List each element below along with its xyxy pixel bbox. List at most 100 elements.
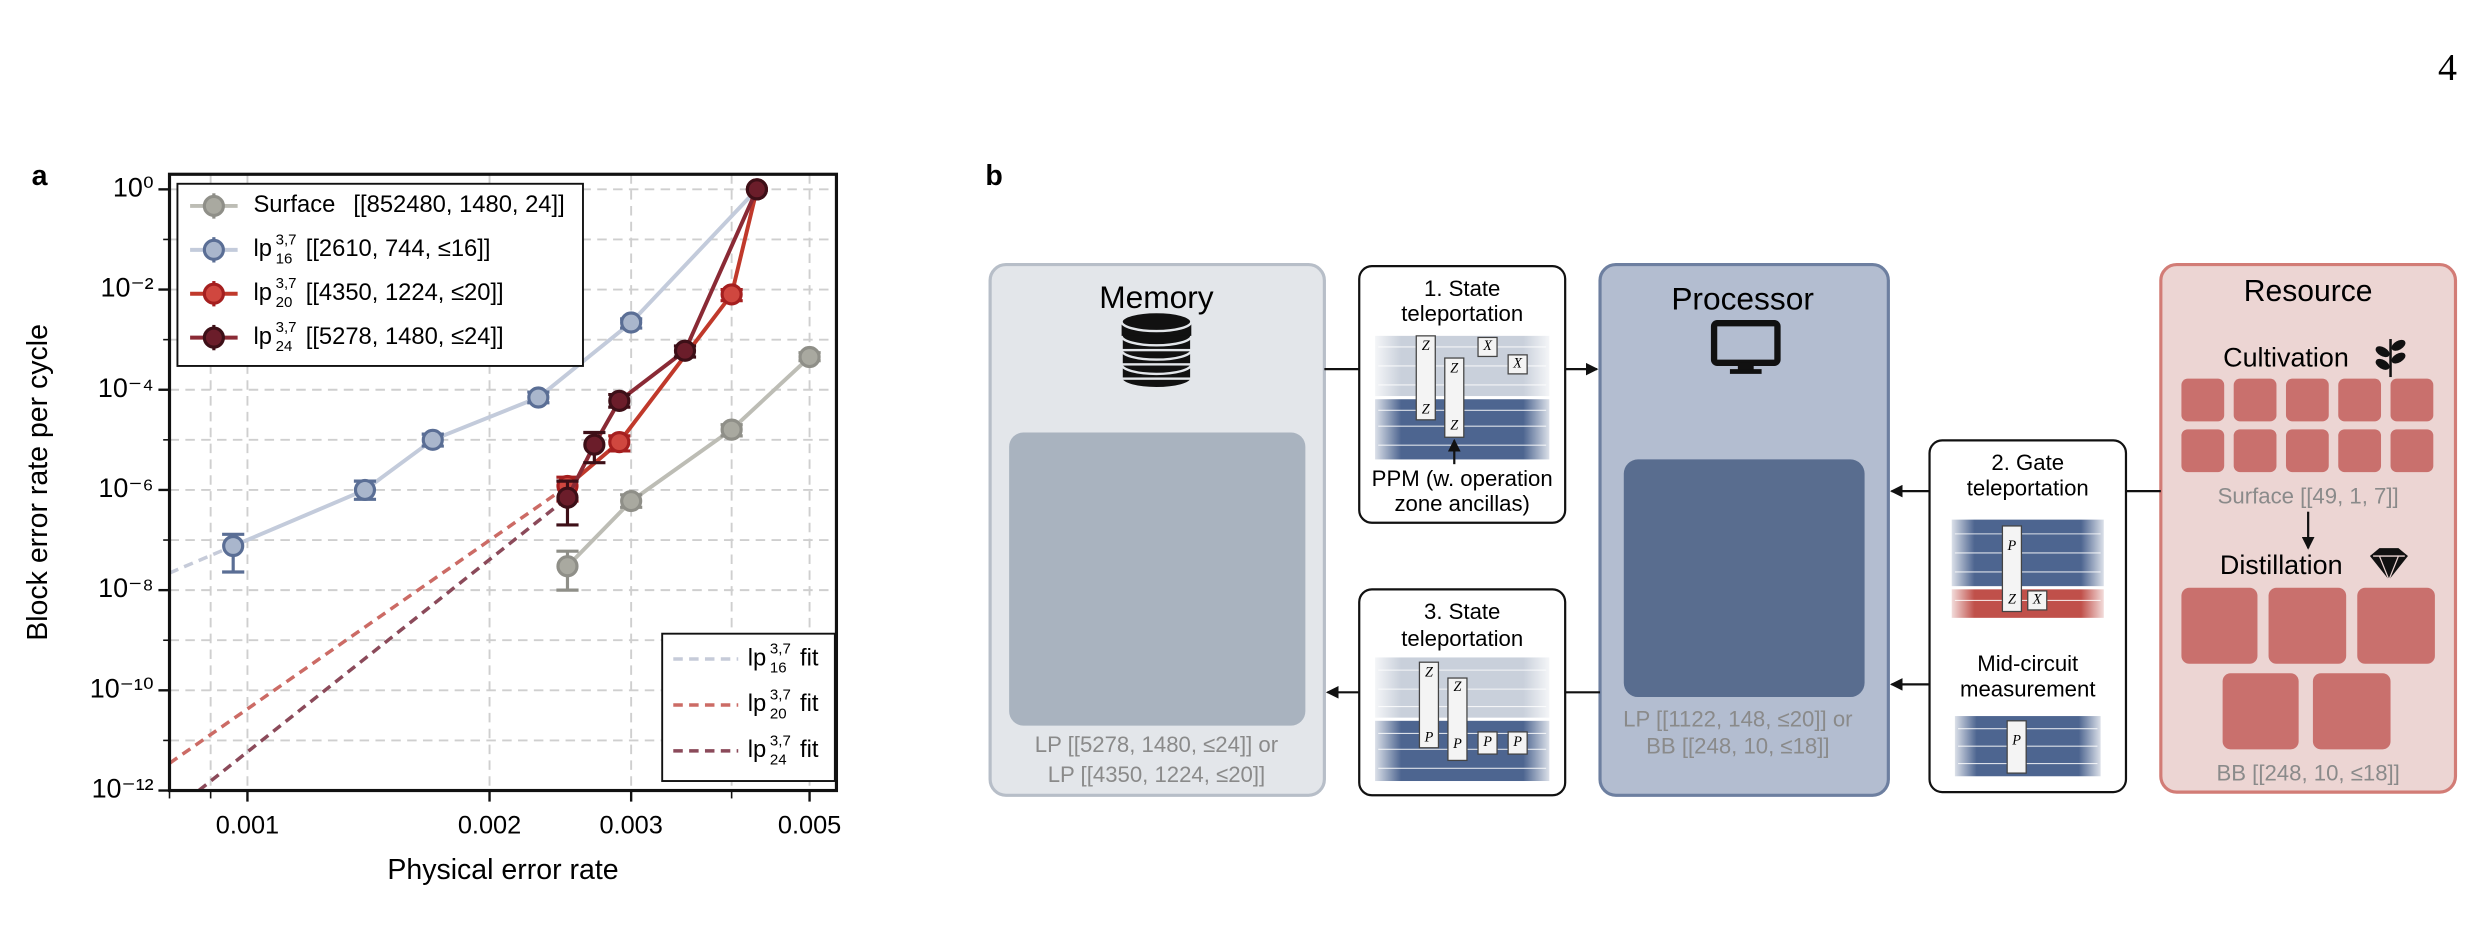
legend-label-sub: 24	[276, 338, 293, 355]
gate-label: Z	[1450, 417, 1459, 433]
memory-code: LP [[4350, 1224, ≤20]]	[1048, 762, 1265, 787]
gate-label: Z	[1422, 402, 1431, 418]
x-tick-label: 0.003	[599, 812, 662, 840]
legend-label-sub: 16	[770, 660, 787, 677]
data-point	[556, 555, 579, 578]
step2-title: teleportation	[1967, 475, 2089, 500]
legend-label-sup: 3,7	[276, 319, 297, 336]
page-number: 4	[2438, 47, 2457, 89]
x-axis-label: Physical error rate	[387, 854, 618, 886]
step1-caption: PPM (w. operation	[1372, 466, 1553, 491]
cultivation-label: Cultivation	[2223, 343, 2349, 373]
legend-label: lp	[253, 323, 272, 350]
y-tick-label: 10⁻¹²	[92, 774, 154, 804]
series-line	[566, 355, 811, 568]
x-tick-label: 0.002	[458, 812, 521, 840]
cultivation-code: Surface [[49, 1, 7]]	[2218, 483, 2399, 508]
memory-title: Memory	[1099, 279, 1214, 315]
data-point	[620, 489, 643, 513]
monitor-icon	[1710, 320, 1781, 374]
step3-title: teleportation	[1401, 626, 1523, 651]
data-point	[353, 478, 377, 502]
legend-label-sup: 3,7	[770, 640, 791, 657]
legend-label-sub: 16	[276, 250, 293, 267]
panel-label: b	[985, 160, 1002, 192]
legend-swatch	[202, 326, 225, 349]
gate-label: Z	[1453, 679, 1462, 695]
step2-caption: Mid-circuit	[1977, 651, 2078, 676]
processor-code: LP [[1122, 148, ≤20]] or	[1623, 707, 1853, 732]
step2-title: 2. Gate	[1991, 450, 2064, 475]
data-point	[222, 534, 245, 558]
legend-label: lp	[748, 736, 767, 763]
legend-label: lp	[748, 644, 767, 671]
step1-caption: zone ancillas)	[1394, 491, 1529, 516]
y-tick-label: 10⁻¹⁰	[90, 673, 154, 703]
gate-label: P	[1482, 734, 1492, 750]
data-point	[608, 389, 631, 412]
y-tick-label: 10⁰	[113, 172, 154, 202]
memory-block	[1009, 432, 1306, 726]
step1-title: 1. State	[1424, 276, 1500, 301]
legend-label-sub: 24	[770, 751, 787, 768]
gate-label: X	[2032, 592, 2043, 608]
database-icon	[1120, 310, 1193, 390]
distillation-label: Distillation	[2220, 550, 2343, 580]
legend-label-sub: 20	[276, 294, 293, 311]
data-point	[720, 283, 743, 306]
data-point	[608, 431, 631, 454]
plot-frame	[167, 172, 839, 793]
step1-title: teleportation	[1401, 301, 1523, 326]
x-tick-label: 0.001	[216, 812, 279, 840]
memory-code: LP [[5278, 1480, ≤24]] or	[1035, 732, 1279, 757]
data-point	[527, 386, 550, 409]
processor-title: Processor	[1671, 280, 1814, 316]
legend	[176, 182, 584, 367]
legend-label: fit	[800, 690, 819, 717]
y-tick-label: 10⁻²	[101, 273, 154, 303]
gate-label: X	[1512, 356, 1523, 372]
legend-label: [[4350, 1224, ≤20]]	[306, 279, 504, 306]
legend-swatch	[202, 282, 225, 305]
gate-label: Z	[1450, 360, 1459, 376]
data-point	[620, 311, 643, 334]
step3-title: 3. State	[1424, 599, 1500, 624]
cultivation-tiles	[2181, 378, 2434, 473]
series-line	[232, 187, 759, 548]
fit-line	[169, 484, 569, 765]
legend-label: [[2610, 744, ≤16]]	[306, 235, 491, 262]
resource-title: Resource	[2244, 275, 2373, 308]
legend-label: [[5278, 1480, ≤24]]	[306, 323, 504, 350]
y-tick-label: 10⁻⁶	[98, 473, 153, 503]
gate-label: X	[1482, 338, 1493, 354]
circuit: Z P Z P P P	[1375, 657, 1550, 782]
gate-label: P	[1424, 730, 1434, 746]
connectors	[1324, 362, 2161, 699]
legend-label-sup: 3,7	[276, 231, 297, 248]
legend-label-sup: 3,7	[770, 732, 791, 749]
processor-block	[1623, 459, 1865, 698]
legend-swatch	[202, 238, 225, 261]
legend-label: lp	[748, 690, 767, 717]
data-point	[720, 418, 743, 441]
legend-label: fit	[800, 736, 819, 763]
legend-label: lp	[253, 235, 272, 262]
step2-caption: measurement	[1960, 677, 2095, 702]
legend-swatch	[202, 194, 225, 218]
legend-label: Surface	[253, 191, 335, 218]
circuit: P	[1954, 716, 2101, 777]
y-axis-label: Block error rate per cycle	[22, 324, 54, 641]
processor-code: BB [[248, 10, ≤18]]	[1646, 734, 1829, 759]
legend-label-sub: 20	[770, 705, 787, 722]
gate-label: P	[1512, 734, 1522, 750]
distillation-code: BB [[248, 10, ≤18]]	[2216, 761, 2399, 786]
y-tick-label: 10⁻⁴	[98, 373, 154, 403]
circuit: Z Z Z Z X X	[1375, 335, 1550, 465]
chart: 10⁰ 10⁻² 10⁻⁴ 10⁻⁶ 10⁻⁸ 10⁻¹⁰ 10⁻¹² 0.001 0.002 0…	[22, 172, 841, 885]
circuit: P Z X	[1951, 519, 2104, 618]
panel-label: a	[32, 160, 49, 192]
legend-label-sup: 3,7	[276, 275, 297, 292]
legend-label-sup: 3,7	[770, 686, 791, 703]
